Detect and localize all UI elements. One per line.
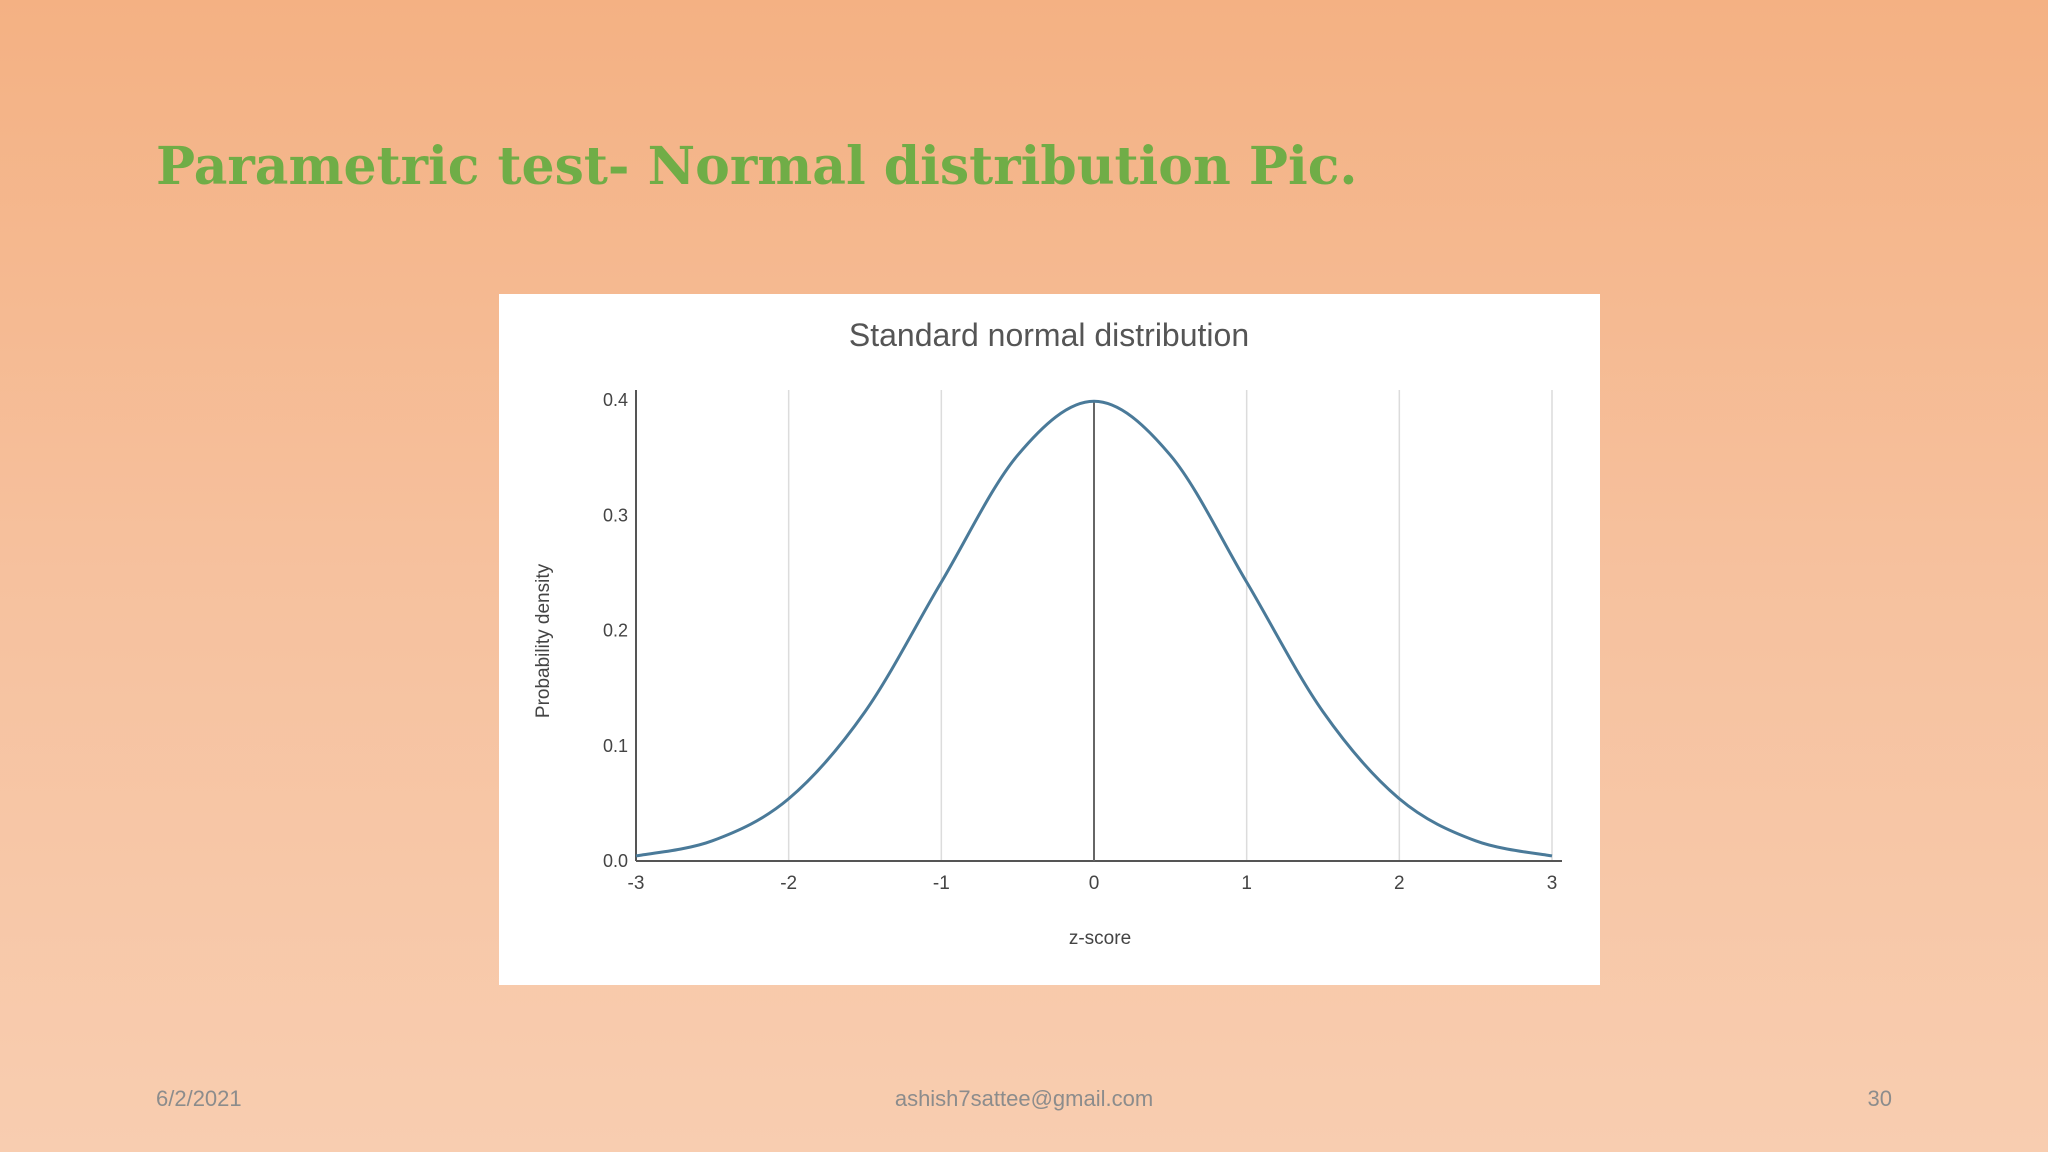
normal-distribution-chart: Standard normal distribution z-score Pro…: [533, 317, 1562, 949]
footer-email: ashish7sattee@gmail.com: [894, 1086, 1154, 1111]
y-tick-label-4: 0.4: [603, 390, 628, 410]
grid-layer: [787, 390, 1553, 861]
slide-title: Parametric test- Normal distribution Pic…: [156, 136, 1358, 197]
x-tick-label-3: 0: [1089, 873, 1100, 894]
y-tick-label-1: 0.1: [603, 736, 628, 756]
x-tick-label-2: -1: [933, 873, 950, 894]
chart-title: Standard normal distribution: [849, 317, 1249, 353]
footer-date: 6/2/2021: [156, 1086, 242, 1111]
footer-page-number: 30: [1867, 1086, 1892, 1111]
x-tick-label-1: -2: [780, 873, 797, 894]
text-layer: Standard normal distribution z-score Pro…: [533, 317, 1557, 949]
x-axis-label: z-score: [1069, 928, 1131, 949]
y-axis-label: Probability density: [533, 563, 554, 718]
x-tick-label-6: 3: [1547, 873, 1558, 894]
y-tick-label-2: 0.2: [603, 621, 628, 641]
series-line-0: [635, 399, 1553, 858]
curve-layer: [635, 399, 1553, 858]
x-tick-label-5: 2: [1394, 873, 1405, 894]
axis-layer: [635, 390, 1562, 862]
y-tick-label-3: 0.3: [603, 505, 628, 525]
x-tick-label-0: -3: [628, 873, 645, 894]
chart-figure: Standard normal distribution z-score Pro…: [499, 294, 1600, 985]
y-tick-label-0: 0.0: [603, 851, 628, 871]
x-tick-label-4: 1: [1241, 873, 1252, 894]
